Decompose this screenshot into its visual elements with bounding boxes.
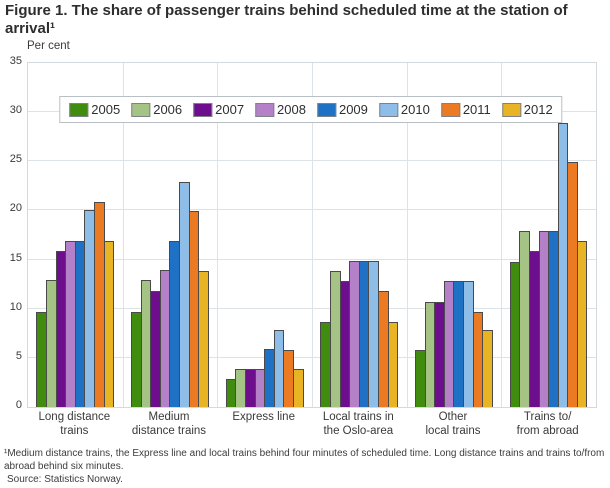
bar-group — [312, 63, 407, 407]
legend-label: 2010 — [400, 102, 430, 117]
footnote-text: ¹Medium distance trains, the Express lin… — [4, 448, 605, 472]
x-axis-category-label-line: Express line — [232, 411, 295, 423]
gridline-vertical — [312, 63, 313, 407]
y-axis-tick-label: 5 — [15, 349, 22, 362]
legend-swatch-icon — [501, 102, 521, 117]
legend-item-2011: 2011 — [440, 102, 491, 117]
bar-groups — [28, 63, 596, 407]
legend-swatch-icon — [255, 102, 275, 117]
legend-item-2012: 2012 — [501, 102, 553, 117]
y-axis-tick-label: 15 — [9, 251, 22, 264]
figure-title: Figure 1. The share of passenger trains … — [5, 2, 568, 38]
bar-2012 — [292, 368, 304, 407]
bar-2012 — [576, 240, 588, 407]
legend-label: 2012 — [523, 102, 553, 117]
legend-label: 2007 — [215, 102, 245, 117]
legend-swatch-icon — [316, 102, 336, 117]
y-axis-tick-label: 35 — [9, 55, 22, 67]
x-axis-category-label-line: local trains — [425, 425, 481, 438]
legend-item-2010: 2010 — [378, 102, 430, 117]
legend-swatch-icon — [69, 102, 89, 117]
chart-legend: 2005 2006 2007 2008 2009 2010 2011 2012 — [59, 96, 563, 123]
legend-label: 2006 — [153, 102, 183, 117]
x-axis-category-label-line: from abroad — [516, 425, 579, 438]
y-axis-caption: Per cent — [27, 40, 70, 52]
gridline-vertical — [406, 63, 408, 407]
x-axis-category-label: Local trains in the Oslo-area — [311, 410, 406, 439]
x-axis-category-label-line: Other — [438, 411, 468, 423]
legend-label: 2005 — [91, 102, 121, 117]
y-axis-tick-label: 20 — [9, 202, 22, 215]
legend-label: 2008 — [277, 102, 306, 117]
x-axis-category-label: Long distance trains — [27, 410, 122, 439]
legend-swatch-icon — [131, 102, 151, 117]
bar-group — [407, 63, 502, 407]
x-axis-category-label: Trains to/from abroad — [500, 410, 595, 439]
y-axis-tick-label: 30 — [9, 104, 22, 117]
x-axis-category-label-line: the Oslo-area — [323, 425, 394, 438]
x-axis-category-label-line: distance trains — [131, 425, 207, 438]
x-axis-category-label: Express line — [216, 410, 311, 424]
gridline-vertical — [122, 63, 124, 407]
plot-area — [27, 62, 597, 408]
legend-swatch-icon — [440, 102, 460, 117]
bar-group — [28, 63, 123, 407]
gridline-vertical — [501, 63, 503, 407]
legend-item-2007: 2007 — [193, 102, 244, 117]
x-axis-category-label-line: Local trains in — [322, 411, 394, 423]
legend-item-2008: 2008 — [255, 102, 306, 117]
legend-item-2009: 2009 — [316, 102, 368, 117]
x-axis-category-label-line: Long distance — [38, 411, 111, 423]
bar-2012 — [198, 271, 209, 407]
legend-label: 2009 — [338, 102, 368, 117]
bar-group — [217, 63, 312, 407]
legend-swatch-icon — [378, 102, 398, 117]
bar-group — [123, 63, 218, 407]
legend-item-2006: 2006 — [131, 102, 182, 117]
y-axis-tick-label: 25 — [9, 153, 22, 166]
y-axis-tick-label: 0 — [15, 399, 22, 411]
bar-group — [501, 63, 596, 407]
bar-2012 — [103, 240, 115, 407]
legend-swatch-icon — [193, 102, 213, 117]
x-axis-category-label-line: Trains to/ — [523, 411, 572, 423]
x-axis-category-label-line: trains — [60, 425, 89, 438]
legend-item-2005: 2005 — [69, 102, 120, 117]
bar-2012 — [482, 330, 493, 407]
x-axis-category-label: Other local trains — [406, 410, 501, 439]
x-axis-category-label: Medium distance trains — [122, 410, 217, 439]
source-text: Source: Statistics Norway. — [7, 474, 123, 485]
y-axis-tick-label: 10 — [9, 300, 22, 313]
gridline-vertical — [217, 63, 219, 407]
legend-label: 2011 — [462, 102, 491, 117]
x-axis-category-label-line: Medium — [148, 411, 190, 423]
bar-2012 — [387, 321, 399, 407]
